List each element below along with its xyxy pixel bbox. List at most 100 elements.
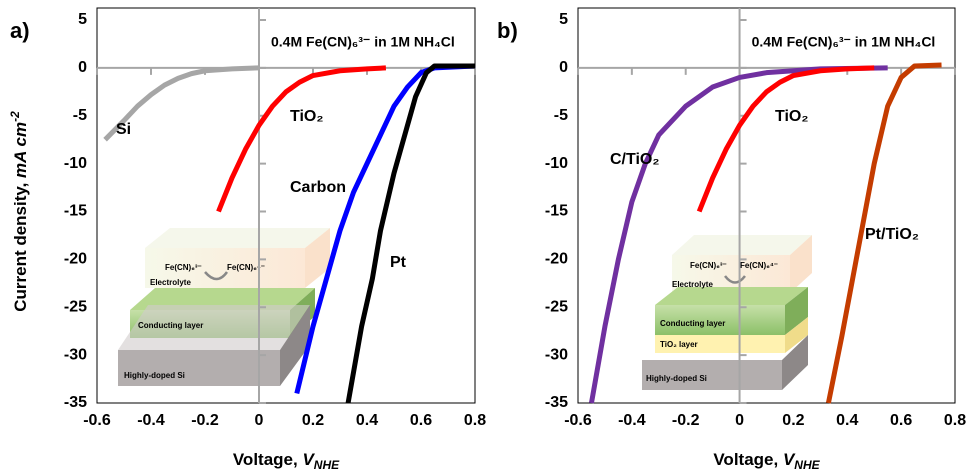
inset-text: TiO₂ layer [660,340,698,349]
y-tick-label: -15 [545,203,568,220]
label-part: NHE [314,458,340,472]
series-label: Carbon [290,179,346,196]
layer [305,228,330,288]
inset-text: Fe(CN)₆³⁻ [165,263,202,272]
x-axis-label: Voltage, VNHE [233,450,340,472]
label-part: -2 [8,111,22,122]
x-tick-label: -0.2 [191,412,219,429]
label-part: mA cm [11,122,30,178]
line [345,63,475,404]
annotation: 0.4M Fe(CN)₆³⁻ in 1M NH₄Cl [752,34,936,50]
x-tick-label: 0.6 [410,412,432,429]
y-tick-label: -10 [545,155,568,172]
annotation-box [263,30,469,56]
line [825,62,942,404]
label-part: Voltage, [713,450,783,469]
x-tick-label: 0.2 [782,412,804,429]
panel-label: b) [497,18,518,43]
inset-text: Fe(CN)₆³⁻ [690,261,727,270]
plot-frame [96,7,476,404]
panel-label: a) [10,18,30,43]
y-tick-label: -30 [64,346,87,363]
layer [145,248,305,288]
label-part: V [783,450,796,469]
layer [672,235,812,255]
layer [782,335,808,390]
x-tick-label: 0.8 [464,412,486,429]
x-tick-label: 0.6 [890,412,912,429]
y-tick-label: 0 [559,59,568,76]
line [294,63,476,395]
inset-text: Electrolyte [672,280,713,289]
annotation-box [743,30,949,56]
inset-text: Conducting layer [660,319,725,328]
layer [118,305,310,350]
x-tick-label: 0.4 [836,412,858,429]
inset-text: Fe(CN)₆⁴⁻ [227,263,265,272]
line [216,65,387,213]
x-axis-label: Voltage, VNHE [713,450,820,472]
y-tick-label: -25 [545,298,568,315]
x-tick-label: -0.4 [618,412,646,429]
y-tick-label: 0 [78,59,87,76]
y-tick-label: -20 [545,251,568,268]
x-tick-label: -0.6 [83,412,111,429]
layer [145,228,330,248]
y-tick-label: -25 [64,298,87,315]
label-part: V [302,450,315,469]
line [589,65,888,404]
layer [655,305,785,335]
x-tick-label: 0.2 [302,412,324,429]
inset-b: Fe(CN)₆³⁻ Fe(CN)₆⁴⁻ Electrolyte Conducti… [642,235,812,390]
series-label: C/TiO₂ [610,151,659,168]
label-part: NHE [794,458,820,472]
layer [642,360,782,390]
x-tick-label: 0 [735,412,744,429]
layer [672,255,790,293]
x-tick-label: 0.8 [944,412,966,429]
series-label: Pt/TiO₂ [865,226,919,243]
layer [130,288,315,310]
y-tick-label: -5 [73,107,87,124]
inset-text: Fe(CN)₆⁴⁻ [740,261,778,270]
series-label: Si [116,121,131,138]
y-tick-label: -30 [545,346,568,363]
arrow [204,271,229,281]
layer [790,235,812,293]
inset-text: Electrolyte [150,278,191,287]
layer [785,317,808,353]
x-tick-label: -0.2 [672,412,700,429]
y-tick-label: -10 [64,155,87,172]
series-label: Pt [390,254,407,271]
y-tick-label: -5 [554,107,568,124]
layer [785,287,808,335]
layer [280,305,310,386]
y-tick-label: -15 [64,203,87,220]
layer [655,335,785,353]
line [103,65,260,142]
x-tick-label: -0.4 [137,412,165,429]
y-tick-label: -20 [64,251,87,268]
x-tick-label: 0.4 [356,412,378,429]
y-tick-label: 5 [559,11,568,28]
annotation: 0.4M Fe(CN)₆³⁻ in 1M NH₄Cl [271,34,455,50]
layer [118,350,280,386]
label-part: Voltage, [233,450,303,469]
y-tick-label: 5 [78,11,87,28]
series-label: TiO₂ [290,108,323,125]
x-tick-label: -0.6 [564,412,592,429]
inset-a: Fe(CN)₆³⁻ Fe(CN)₆⁴⁻ Electrolyte Conducti… [118,228,330,386]
y-axis-label: Current density, mA cm-2 [8,111,30,312]
series-label: TiO₂ [775,108,808,125]
y-tick-label: -35 [64,394,87,411]
plot-frame [577,7,956,404]
label-part: Current density, [11,178,30,312]
y-tick-label: -35 [545,394,568,411]
inset-text: Highly-doped Si [646,374,707,383]
layer [655,287,808,305]
inset-text: Highly-doped Si [124,371,185,380]
arrow [724,275,746,284]
inset-text: Conducting layer [138,321,203,330]
